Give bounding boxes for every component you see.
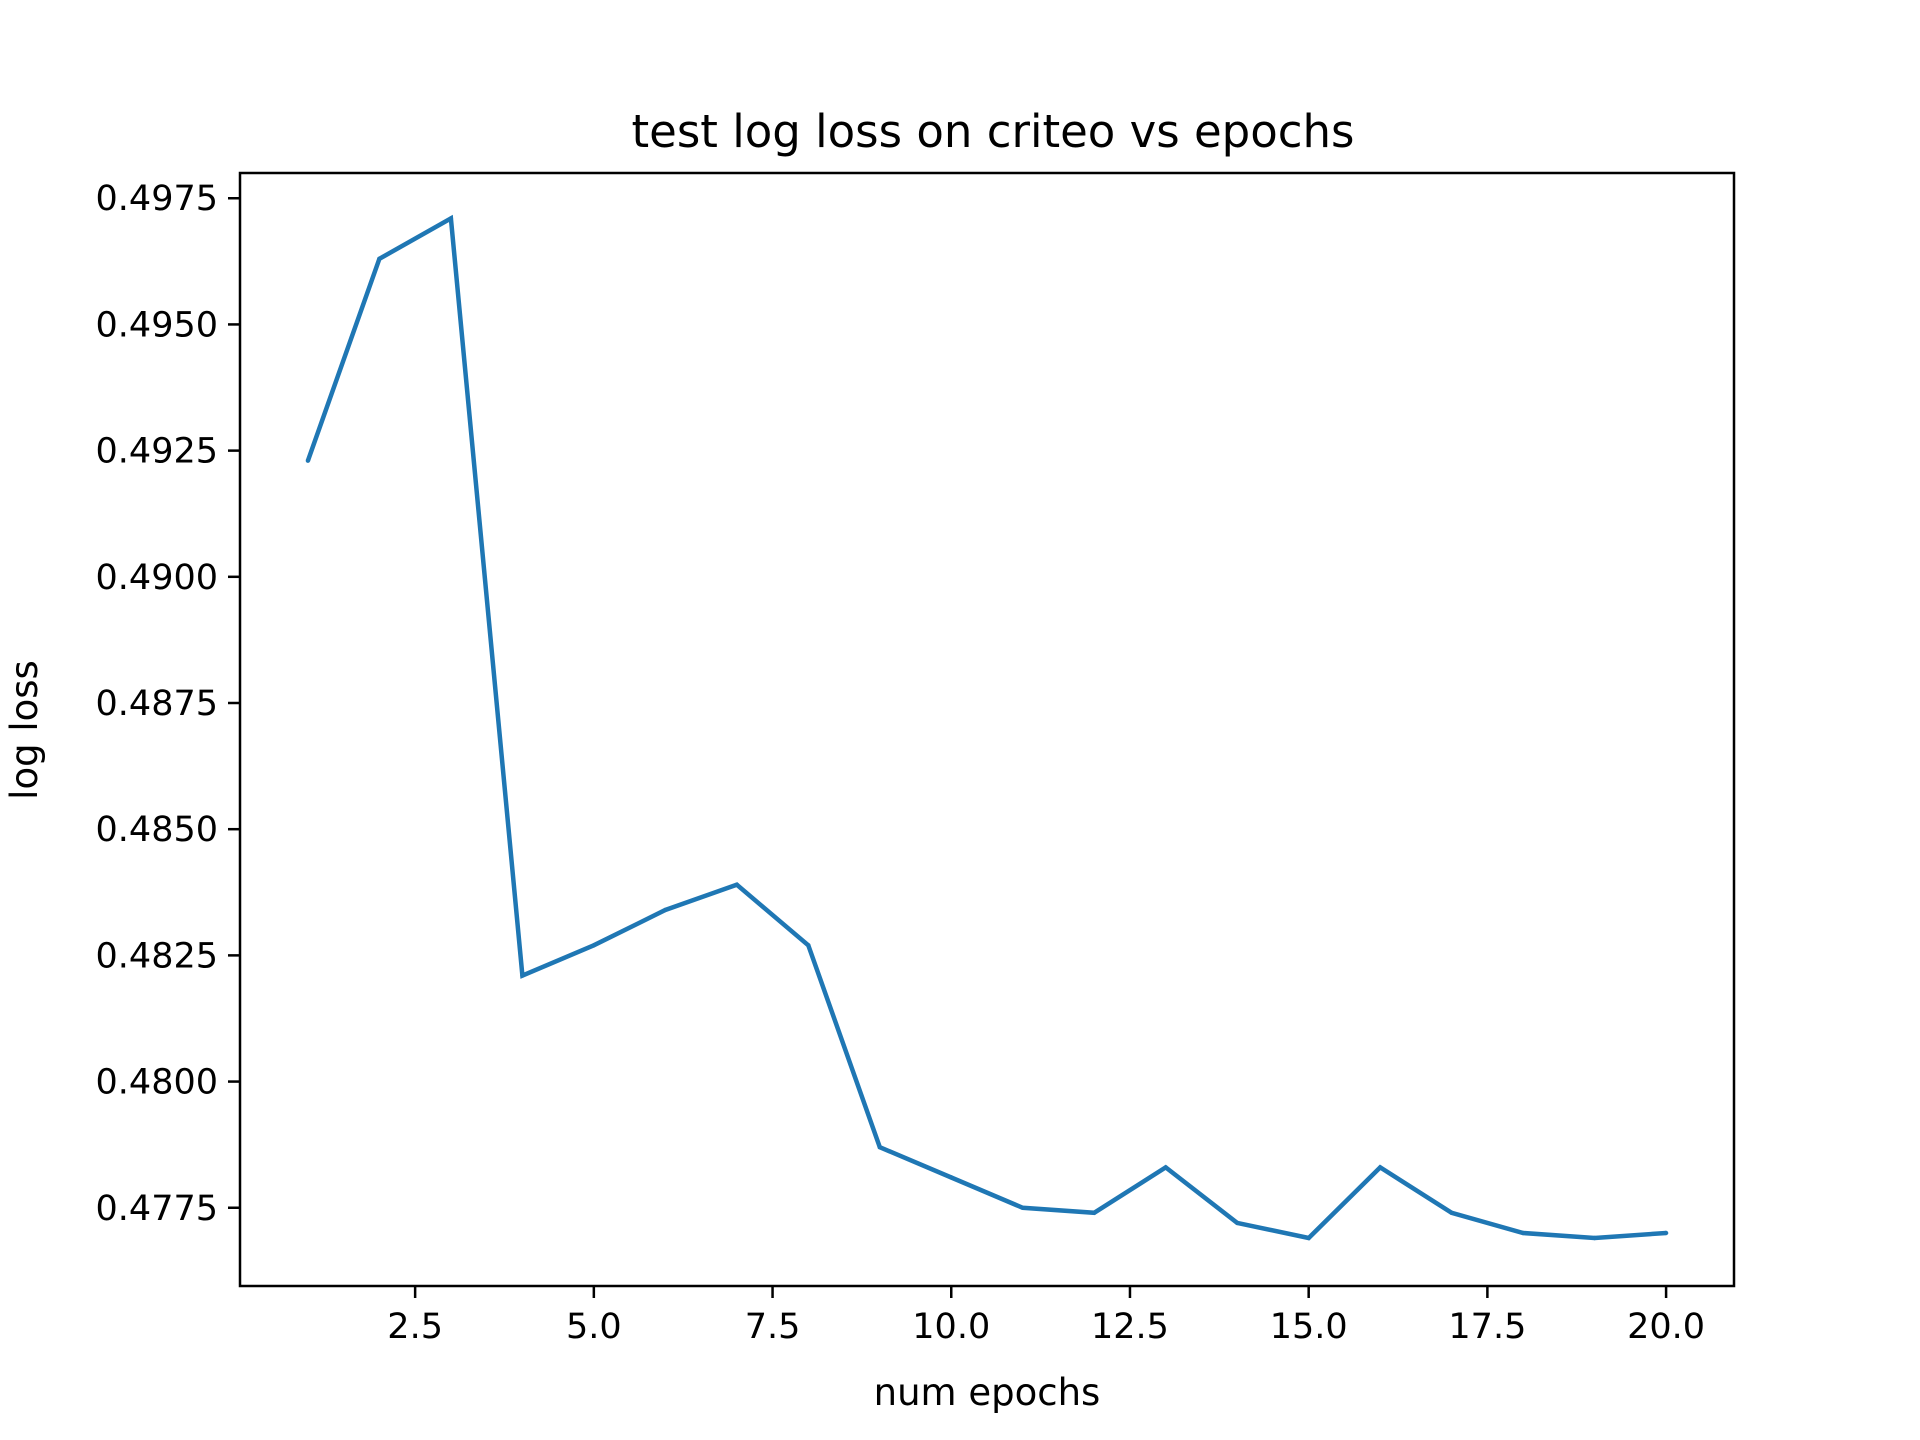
y-tick-label: 0.4975	[96, 179, 218, 219]
data-point	[1306, 1235, 1311, 1241]
y-tick-label: 0.4800	[96, 1063, 218, 1103]
data-point	[305, 458, 311, 463]
data-point	[520, 973, 525, 978]
data-point	[591, 943, 596, 948]
data-point	[448, 216, 454, 221]
y-axis-ticks: 0.4775 0.4800 0.4825 0.4850 0.4875 0.4900 0.49…	[96, 179, 240, 1229]
data-point	[1020, 1205, 1025, 1211]
data-point	[377, 256, 382, 261]
data-point	[949, 1175, 954, 1180]
x-tick-label: 20.0	[1627, 1307, 1705, 1347]
series-line	[305, 214, 1667, 1241]
data-point	[806, 943, 811, 948]
data-point	[1663, 1230, 1669, 1236]
y-tick-label: 0.4925	[96, 432, 218, 472]
y-axis-label: log loss	[3, 660, 46, 800]
data-point	[877, 1145, 882, 1150]
plot-area	[305, 214, 1669, 1241]
chart-title: test log loss on criteo vs epochs	[632, 105, 1355, 158]
x-tick-label: 17.5	[1448, 1307, 1526, 1347]
x-tick-label: 2.5	[387, 1307, 443, 1347]
data-point	[734, 882, 739, 887]
data-point	[1163, 1165, 1168, 1170]
y-tick-label: 0.4775	[96, 1189, 218, 1229]
data-point	[1520, 1230, 1526, 1236]
data-point	[1449, 1210, 1454, 1216]
x-tick-label: 12.5	[1091, 1307, 1169, 1347]
x-axis-label: num epochs	[874, 1371, 1101, 1414]
y-tick-label: 0.4850	[96, 810, 218, 850]
x-axis-ticks: 2.5 5.0 7.5 10.0 12.5 15.0 17.5 20.0	[387, 1286, 1705, 1347]
data-point	[1378, 1165, 1383, 1170]
data-point	[1592, 1235, 1597, 1241]
x-tick-label: 15.0	[1270, 1307, 1348, 1347]
y-tick-label: 0.4875	[96, 684, 218, 724]
data-point	[1235, 1220, 1240, 1226]
plot-frame	[238, 171, 1736, 1288]
data-point	[663, 907, 668, 913]
x-tick-label: 7.5	[745, 1307, 801, 1347]
x-tick-label: 10.0	[912, 1307, 990, 1347]
y-tick-label: 0.4950	[96, 305, 218, 345]
y-tick-label: 0.4825	[96, 936, 218, 976]
y-tick-label: 0.4900	[96, 558, 218, 598]
data-point	[1092, 1210, 1097, 1216]
x-tick-label: 5.0	[566, 1307, 622, 1347]
